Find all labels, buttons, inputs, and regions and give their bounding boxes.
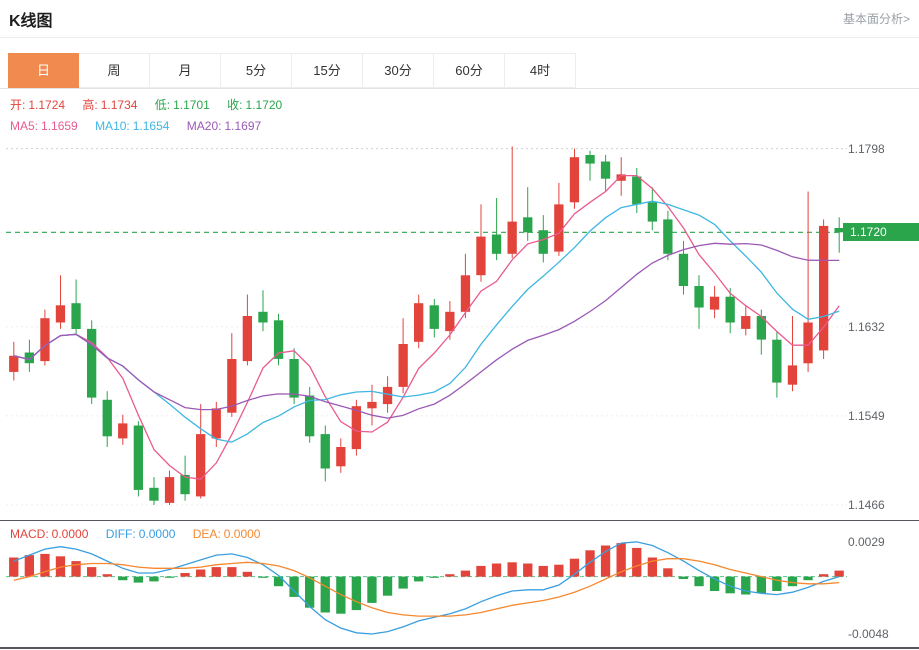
ma20-label: MA20: xyxy=(186,119,222,133)
ma5-label: MA5: xyxy=(10,119,39,133)
open-value: 1.1724 xyxy=(28,98,66,112)
close-label: 收: xyxy=(227,98,243,112)
tab-15min[interactable]: 15分 xyxy=(292,53,363,88)
macd-svg[interactable] xyxy=(6,524,847,646)
price-axis-label: 1.1549 xyxy=(848,408,885,423)
fundamental-analysis-link[interactable]: 基本面分析> xyxy=(842,12,910,26)
macd-value-readout: MACD: 0.0000 xyxy=(10,527,88,541)
price-axis-label: 1.1632 xyxy=(848,319,885,334)
candlestick-svg[interactable] xyxy=(6,140,847,520)
ma10-readout: MA10: 1.1654 xyxy=(95,119,169,133)
dea-value: 0.0000 xyxy=(223,527,261,541)
diff-value-readout: DIFF: 0.0000 xyxy=(106,527,176,541)
panel-divider xyxy=(0,520,919,521)
bottom-border xyxy=(0,647,919,649)
tab-60min[interactable]: 60分 xyxy=(434,53,505,88)
open-label: 开: xyxy=(10,98,26,112)
macd-chart[interactable] xyxy=(6,524,847,646)
price-axis-label: 1.1798 xyxy=(848,141,885,156)
main-candlestick-chart[interactable] xyxy=(6,140,847,520)
low-label: 低: xyxy=(154,98,171,112)
current-price-tag: 1.1720 xyxy=(843,223,919,242)
open-readout: 开: 1.1724 xyxy=(10,98,65,112)
ma20-readout: MA20: 1.1697 xyxy=(187,119,261,133)
macd-value: 0.0000 xyxy=(51,527,89,541)
high-readout: 高: 1.1734 xyxy=(82,98,137,112)
dea-label: DEA: xyxy=(192,527,221,541)
macd-axis-label: 0.0029 xyxy=(848,534,885,549)
diff-value: 0.0000 xyxy=(138,527,176,541)
ohlc-readout: 开: 1.1724 高: 1.1734 低: 1.1701 收: 1.1720 xyxy=(10,96,296,113)
tab-month[interactable]: 月 xyxy=(150,53,221,88)
close-readout: 收: 1.1720 xyxy=(227,98,282,112)
high-label: 高: xyxy=(82,98,98,112)
ma20-value: 1.1697 xyxy=(224,119,262,133)
diff-label: DIFF: xyxy=(105,527,136,541)
tab-4hour[interactable]: 4时 xyxy=(505,53,576,88)
tab-30min[interactable]: 30分 xyxy=(363,53,434,88)
low-readout: 低: 1.1701 xyxy=(155,98,210,112)
ma10-value: 1.1654 xyxy=(132,119,170,133)
ma5-value: 1.1659 xyxy=(41,119,78,133)
price-axis: 1.1798 1.1632 1.1549 1.1466 xyxy=(848,140,918,520)
ma-readout: MA5: 1.1659 MA10: 1.1654 MA20: 1.1697 xyxy=(10,119,275,133)
price-axis-label: 1.1466 xyxy=(848,497,885,512)
high-value: 1.1734 xyxy=(100,98,138,112)
macd-label: MACD: xyxy=(10,527,49,541)
ma10-label: MA10: xyxy=(95,119,130,133)
macd-axis: 0.0029 -0.0048 xyxy=(848,524,918,646)
low-value: 1.1701 xyxy=(173,98,210,112)
macd-readout: MACD: 0.0000 DIFF: 0.0000 DEA: 0.0000 xyxy=(10,527,274,541)
tab-5min[interactable]: 5分 xyxy=(221,53,292,88)
tab-day[interactable]: 日 xyxy=(8,53,79,88)
tabs-divider xyxy=(0,88,919,89)
page-header: K线图 基本面分析> xyxy=(0,0,919,38)
tab-week[interactable]: 周 xyxy=(79,53,150,88)
period-tabs: 日周月 5分 15分 30分 60分 4时 xyxy=(8,53,576,88)
macd-axis-label: -0.0048 xyxy=(848,627,889,642)
dea-value-readout: DEA: 0.0000 xyxy=(193,527,261,541)
ma5-readout: MA5: 1.1659 xyxy=(10,119,78,133)
close-value: 1.1720 xyxy=(245,98,283,112)
page-title: K线图 xyxy=(9,12,53,30)
